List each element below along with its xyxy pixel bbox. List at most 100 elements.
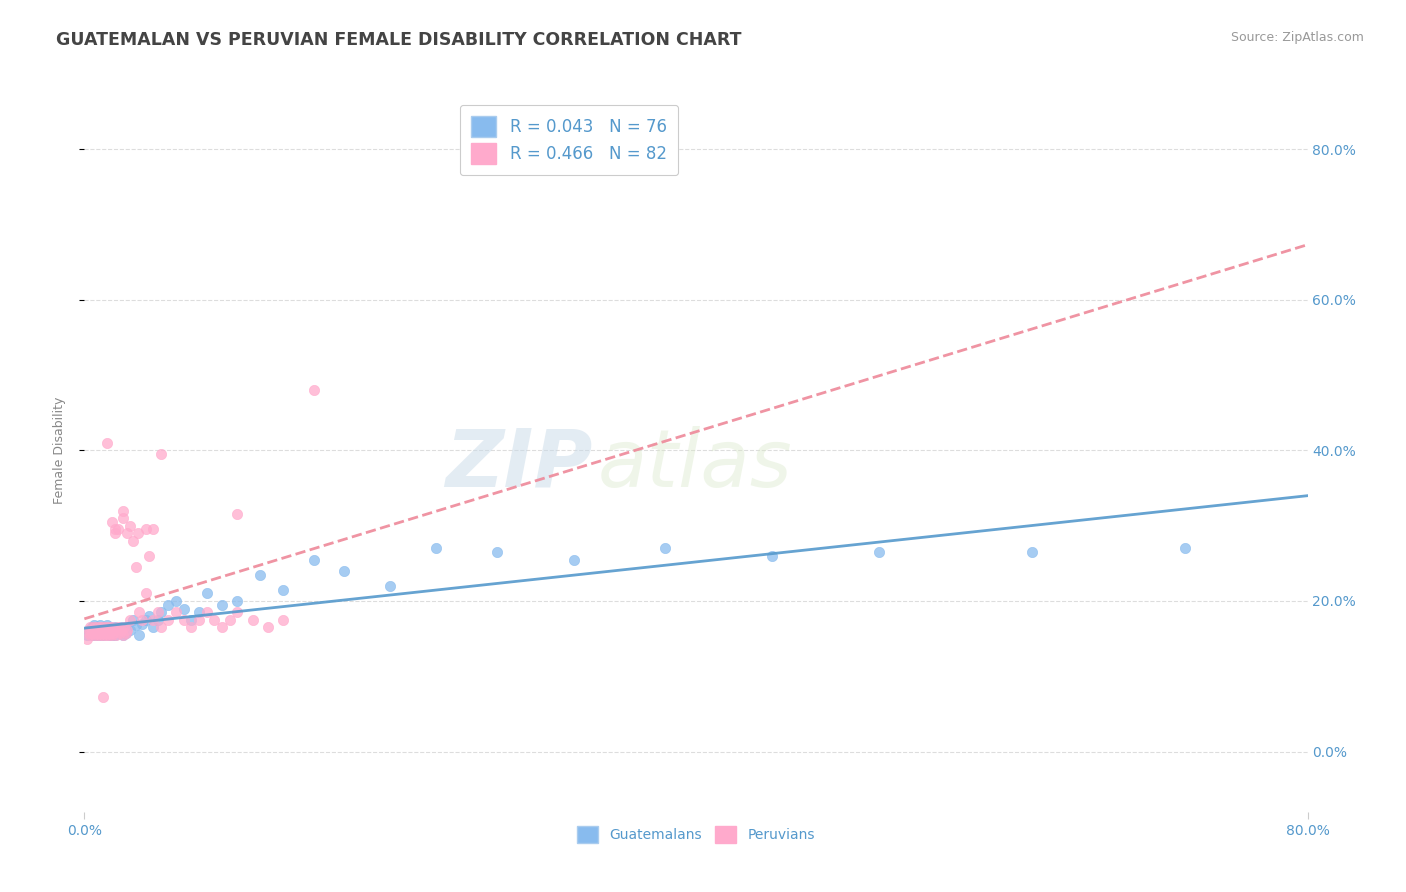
Point [125,618,148,632]
Point [226,508,249,522]
Point [125,560,148,574]
Point [87,625,110,640]
Point [79,623,101,637]
Point [104,526,127,541]
Point [84,623,107,637]
Point [188,605,211,619]
Point [249,567,271,582]
Point [80,625,103,640]
Text: GUATEMALAN VS PERUVIAN FEMALE DISABILITY CORRELATION CHART: GUATEMALAN VS PERUVIAN FEMALE DISABILITY… [56,31,742,49]
Point [84,623,107,637]
Point [157,613,180,627]
Point [120,623,142,637]
Point [302,552,325,566]
Point [115,620,138,634]
Point [486,545,509,559]
Point [91,623,114,637]
Point [93,620,115,634]
Point [84,628,107,642]
Point [157,598,180,612]
Point [94,620,117,634]
Point [218,613,240,627]
Point [131,613,153,627]
Point [142,613,165,627]
Point [98,625,121,640]
Text: ZIP: ZIP [444,425,592,504]
Point [77,623,100,637]
Point [1174,541,1197,556]
Text: atlas: atlas [598,425,793,504]
Point [425,541,447,556]
Point [111,628,134,642]
Point [226,605,249,619]
Point [135,613,157,627]
Point [86,625,108,640]
Point [103,625,125,640]
Point [103,623,125,637]
Point [271,613,294,627]
Point [142,620,165,634]
Point [104,523,127,537]
Point [211,620,233,634]
Point [138,609,160,624]
Point [110,623,132,637]
Point [333,564,356,578]
Point [83,628,105,642]
Point [87,624,110,639]
Point [149,620,172,634]
Point [101,624,124,639]
Point [101,628,124,642]
Point [91,628,114,642]
Point [83,618,105,632]
Point [242,613,264,627]
Point [302,384,325,398]
Point [128,605,150,619]
Point [202,613,225,627]
Point [111,623,134,637]
Point [112,620,135,634]
Point [257,620,280,634]
Point [149,447,172,461]
Point [101,515,124,529]
Point [105,628,128,642]
Point [79,620,101,634]
Point [104,620,127,634]
Point [271,582,294,597]
Point [180,613,202,627]
Point [114,625,136,640]
Point [131,616,153,631]
Point [86,620,108,634]
Point [115,623,138,637]
Point [80,623,103,637]
Point [562,552,585,566]
Point [96,623,118,637]
Point [96,436,118,450]
Point [108,625,131,640]
Point [90,628,112,642]
Point [89,618,111,632]
Point [120,613,142,627]
Point [120,518,142,533]
Point [87,628,110,642]
Point [146,613,169,627]
Point [165,605,187,619]
Point [98,623,121,637]
Point [211,598,233,612]
Point [89,620,111,634]
Point [173,601,195,615]
Point [195,605,218,619]
Point [98,620,121,634]
Point [97,623,120,637]
Point [97,628,120,642]
Point [90,623,112,637]
Point [83,620,105,634]
Point [115,526,138,541]
Point [76,628,98,642]
Point [77,625,100,640]
Point [97,620,120,634]
Point [96,624,118,639]
Point [93,625,115,640]
Point [135,586,157,600]
Text: Source: ZipAtlas.com: Source: ZipAtlas.com [1230,31,1364,45]
Point [226,594,249,608]
